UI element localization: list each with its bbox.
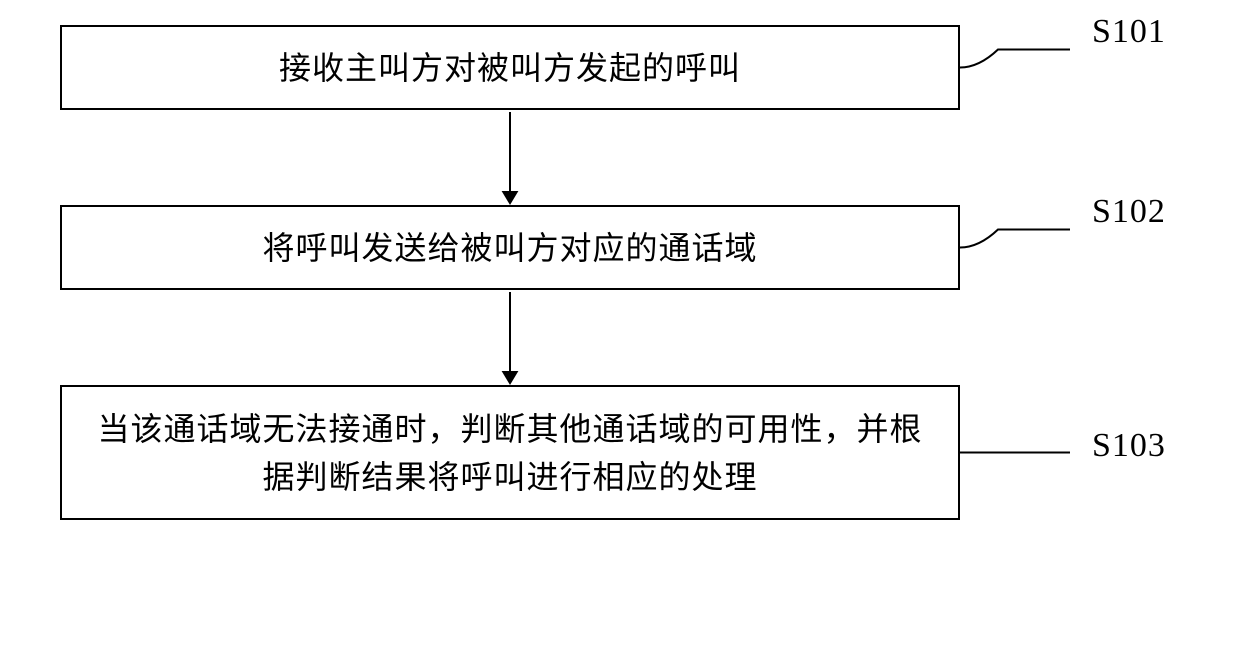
flow-node-text: 当该通话域无法接通时，判断其他通话域的可用性，并根据判断结果将呼叫进行相应的处理 <box>92 405 928 501</box>
flow-arrow <box>60 110 960 205</box>
flow-node-s101: 接收主叫方对被叫方发起的呼叫 S101 <box>60 25 1180 110</box>
step-label-s101: S101 <box>1092 13 1166 51</box>
flow-node-text: 接收主叫方对被叫方发起的呼叫 <box>279 44 741 92</box>
flow-node-box: 接收主叫方对被叫方发起的呼叫 <box>60 25 960 110</box>
step-label-s102: S102 <box>1092 193 1166 231</box>
flow-node-text: 将呼叫发送给被叫方对应的通话域 <box>262 224 757 272</box>
flow-node-box: 当该通话域无法接通时，判断其他通话域的可用性，并根据判断结果将呼叫进行相应的处理 <box>60 385 960 520</box>
flow-arrow <box>60 290 960 385</box>
connector-line <box>960 385 1120 545</box>
flow-node-box: 将呼叫发送给被叫方对应的通话域 <box>60 205 960 290</box>
flow-node-s103: 当该通话域无法接通时，判断其他通话域的可用性，并根据判断结果将呼叫进行相应的处理… <box>60 385 1180 520</box>
flowchart-container: 接收主叫方对被叫方发起的呼叫 S101 将呼叫发送给被叫方对应的通话域 S102… <box>60 25 1180 520</box>
step-label-s103: S103 <box>1092 427 1166 465</box>
flow-node-s102: 将呼叫发送给被叫方对应的通话域 S102 <box>60 205 1180 290</box>
